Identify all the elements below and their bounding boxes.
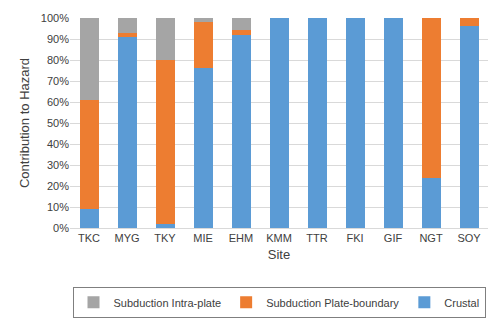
svg-text:SOY: SOY [457, 232, 481, 244]
svg-text:Site: Site [268, 247, 290, 262]
svg-text:10%: 10% [47, 201, 69, 213]
svg-text:GIF: GIF [384, 232, 403, 244]
svg-text:50%: 50% [47, 117, 69, 129]
svg-text:40%: 40% [47, 138, 69, 150]
svg-text:100%: 100% [41, 12, 69, 24]
svg-text:Contribution to Hazard: Contribution to Hazard [17, 58, 32, 188]
svg-text:0%: 0% [53, 222, 69, 234]
svg-text:90%: 90% [47, 33, 69, 45]
svg-text:NGT: NGT [419, 232, 443, 244]
svg-text:Crustal: Crustal [444, 297, 479, 309]
svg-text:TKC: TKC [78, 232, 100, 244]
svg-text:TTR: TTR [306, 232, 327, 244]
svg-text:20%: 20% [47, 180, 69, 192]
svg-text:60%: 60% [47, 96, 69, 108]
svg-text:TKY: TKY [154, 232, 176, 244]
svg-text:MIE: MIE [193, 232, 213, 244]
svg-text:Subduction Intra-plate: Subduction Intra-plate [114, 297, 222, 309]
svg-text:Subduction Plate-boundary: Subduction Plate-boundary [266, 297, 399, 309]
svg-text:30%: 30% [47, 159, 69, 171]
svg-text:70%: 70% [47, 75, 69, 87]
svg-text:80%: 80% [47, 54, 69, 66]
svg-text:KMM: KMM [266, 232, 292, 244]
svg-text:EHM: EHM [229, 232, 253, 244]
svg-text:FKI: FKI [346, 232, 363, 244]
svg-text:MYG: MYG [114, 232, 139, 244]
